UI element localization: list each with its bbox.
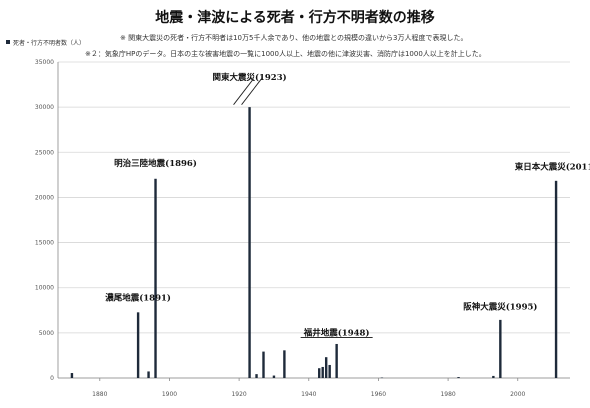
annotation-label: 関東大震災(1923) xyxy=(212,72,286,83)
legend: 死者・行方不明者数（人） xyxy=(6,39,85,47)
bar-1946 xyxy=(328,364,331,378)
y-tick-label: 15000 xyxy=(35,240,54,247)
x-tick-label: 1900 xyxy=(162,391,177,398)
bar-1925 xyxy=(255,374,258,378)
bar-1945 xyxy=(324,357,328,378)
y-axis-ticks: 0 5000 10000 15000 20000 25000 30000 35000 xyxy=(35,59,54,382)
bar-1933 xyxy=(283,350,286,378)
x-tick-label: 1960 xyxy=(371,391,386,398)
annotation-label: 東日本大震災(2011) xyxy=(515,161,590,172)
bars xyxy=(70,107,558,379)
y-tick-label: 10000 xyxy=(35,285,54,292)
annotation-label: 明治三陸地震(1896) xyxy=(114,158,197,169)
annotations: 関東大震災(1923) 明治三陸地震(1896) 東日本大震災(2011) 濃尾地震(… xyxy=(105,72,590,339)
bar-1943 xyxy=(318,368,321,378)
x-tick-label: 2000 xyxy=(510,391,525,398)
bar-1923 xyxy=(248,107,251,379)
annotation-label: 福井地震(1948) xyxy=(303,328,370,339)
y-tick-label: 30000 xyxy=(35,104,54,111)
chart-note-1: ※ 関東大震災の死者・行方不明者は10万5千人余であり、他の地震との規模の違いか… xyxy=(120,33,467,42)
axis-break-mark xyxy=(233,78,262,105)
bar-1930 xyxy=(272,375,276,378)
x-tick-label: 1980 xyxy=(440,391,455,398)
bar-1961 xyxy=(380,377,384,379)
bar-1927 xyxy=(262,351,265,378)
bar-1891 xyxy=(136,312,140,378)
bar-2011 xyxy=(554,180,558,378)
break-slash-1 xyxy=(233,78,254,105)
annotation-label: 濃尾地震(1891) xyxy=(105,292,171,303)
y-tick-label: 35000 xyxy=(35,59,54,66)
break-slash-2 xyxy=(241,78,262,105)
gridlines xyxy=(57,61,570,379)
legend-label: 死者・行方不明者数（人） xyxy=(13,39,85,47)
y-tick-label: 25000 xyxy=(35,149,54,156)
y-tick-label: 20000 xyxy=(35,194,54,201)
chart-title: 地震・津波による死者・行方不明者数の推移 xyxy=(155,9,435,26)
x-tick-label: 1940 xyxy=(301,391,316,398)
legend-swatch xyxy=(6,40,10,44)
bar-1948 xyxy=(335,343,338,378)
y-tick-label: 5000 xyxy=(39,330,54,337)
chart-note-2: ※２：気象庁HPのデータ。日本の主な被害地震の一覧に1000人以上、地震の他に津… xyxy=(85,49,486,58)
bar-1995 xyxy=(499,319,502,378)
bar-1993 xyxy=(492,375,495,378)
y-tick-label: 0 xyxy=(50,375,54,382)
x-tick-label: 1880 xyxy=(92,391,107,398)
bar-1896 xyxy=(154,178,157,378)
bar-1944 xyxy=(321,366,324,378)
bar-1983 xyxy=(457,377,460,378)
x-tick-label: 1920 xyxy=(231,391,246,398)
x-axis-ticks: 1880 1900 1920 1940 1960 1980 2000 xyxy=(92,378,526,398)
bar-1894 xyxy=(147,371,150,378)
annotation-label: 阪神大震災(1995) xyxy=(463,301,537,312)
bar-1872 xyxy=(70,373,74,378)
